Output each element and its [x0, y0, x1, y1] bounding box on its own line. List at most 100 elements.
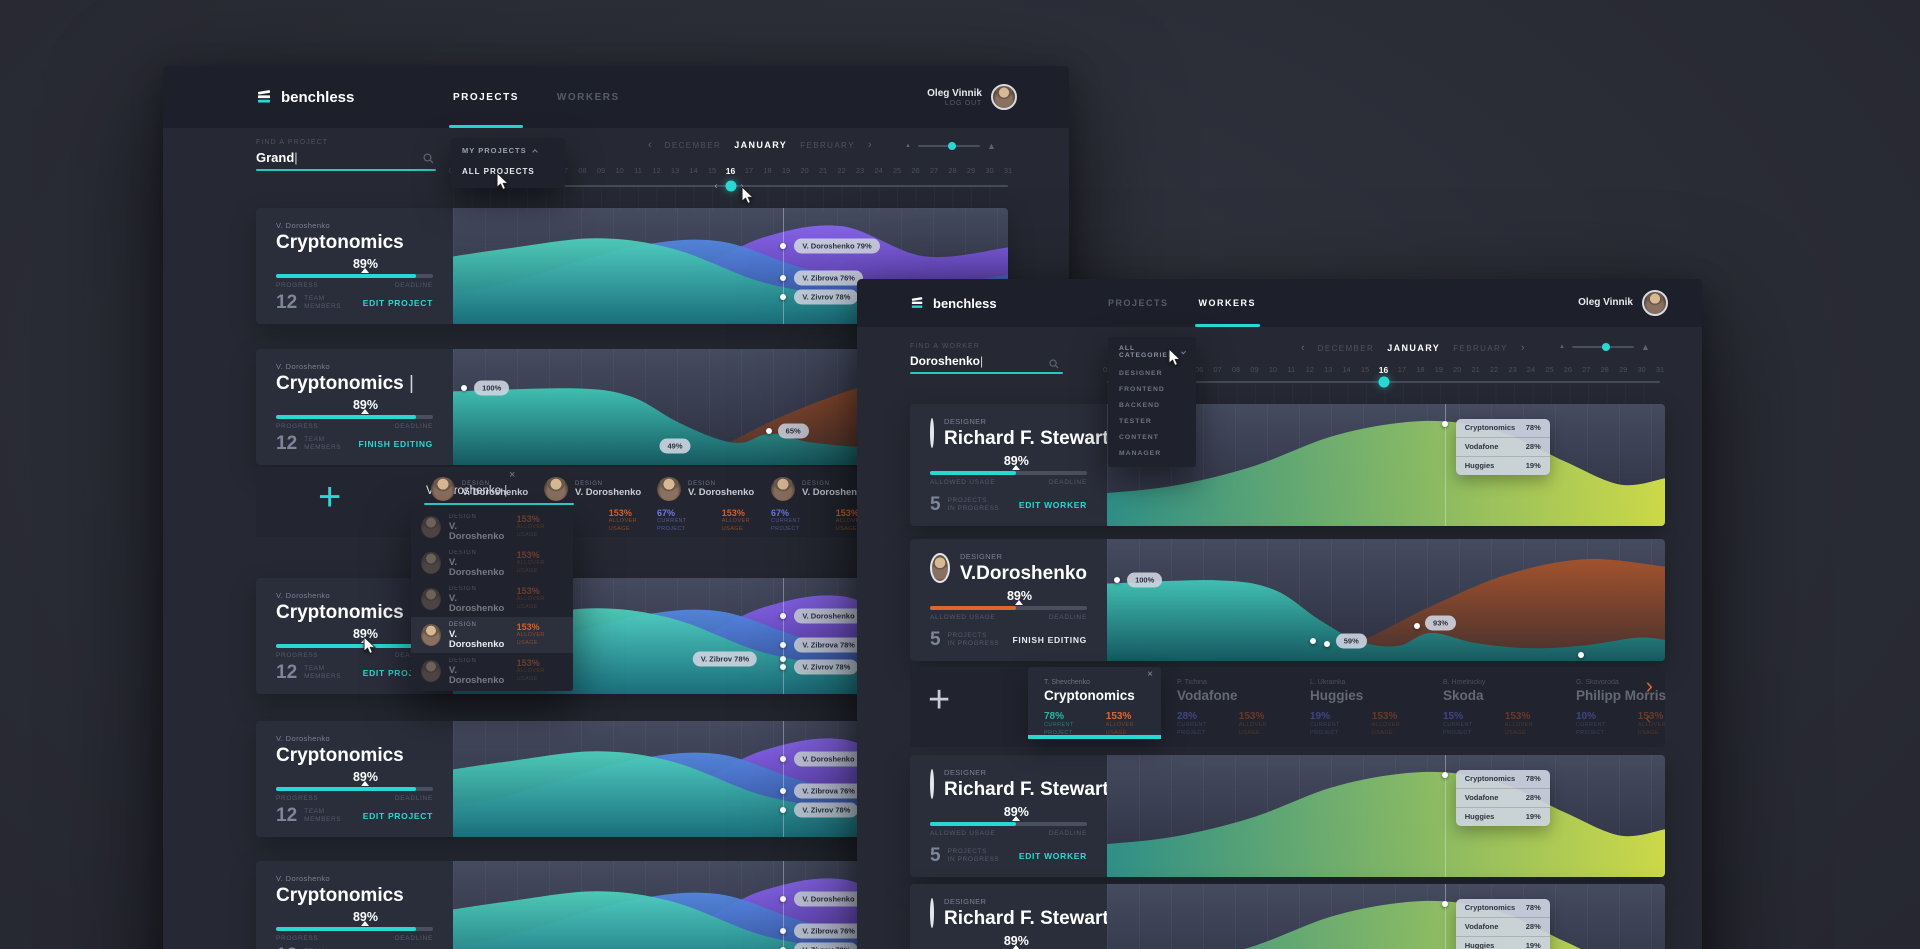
date-tick[interactable]: 14	[689, 166, 698, 175]
date-tick[interactable]: 16	[1378, 365, 1389, 375]
selected-date-handle[interactable]	[725, 180, 736, 192]
prev-projects-arrow[interactable]: ‹	[1645, 708, 1651, 727]
card-action-link[interactable]: EDIT PROJECT	[362, 298, 433, 308]
date-tick[interactable]: 11	[1287, 365, 1296, 374]
date-tick[interactable]: 27	[929, 166, 939, 175]
project-chip[interactable]: × B. Hmelnickiy Skoda 15%CURRENT PROJECT…	[1427, 667, 1560, 737]
date-tick[interactable]: 23	[855, 166, 865, 175]
category-option-frontend[interactable]: FRONTEND	[1119, 385, 1165, 393]
next-month-arrow[interactable]: ›	[867, 139, 872, 151]
tab-workers[interactable]: WORKERS	[1194, 279, 1260, 327]
date-tick[interactable]: 23	[1508, 365, 1517, 374]
find-worker-input[interactable]: Doroshenko|	[910, 354, 984, 368]
date-tick[interactable]: 22	[837, 166, 846, 175]
member-suggestion-item[interactable]: DESIGN V. Doroshenko 153% ALLOVER USAGE	[411, 653, 573, 689]
date-tick[interactable]: 15	[707, 166, 717, 175]
assigned-member-cell[interactable]: DESIGN V. Doroshenko 67%CURRENT PROJECT …	[657, 477, 767, 532]
date-tick[interactable]: 19	[1434, 365, 1443, 374]
scope-option-all-projects[interactable]: ALL PROJECTS	[462, 167, 535, 176]
worker-card[interactable]: DESIGNER Richard F. Stewart 89% ALLOWED …	[910, 755, 1665, 877]
project-chip[interactable]: × T. Shevchenko Cryptonomics 78% CURRENT …	[1028, 667, 1161, 739]
date-tick[interactable]: 29	[966, 166, 976, 175]
member-suggestion-item[interactable]: DESIGN V. Doroshenko 153% ALLOVER USAGE	[411, 545, 573, 581]
tab-workers[interactable]: WORKERS	[556, 91, 620, 103]
date-step-back-icon[interactable]: ‹	[714, 180, 718, 191]
date-tick[interactable]: 08	[1231, 365, 1241, 374]
date-tick[interactable]: 26	[1563, 365, 1572, 374]
month-next[interactable]: FEBRUARY	[800, 140, 855, 150]
user-menu[interactable]: Oleg Vinnik	[1578, 279, 1668, 327]
date-slider[interactable]: ‹ ›	[453, 180, 1008, 192]
month-prev[interactable]: DECEMBER	[664, 140, 722, 150]
card-action-link[interactable]: EDIT PROJECT	[362, 811, 433, 821]
date-tick[interactable]: 22	[1489, 365, 1499, 374]
user-menu[interactable]: Oleg Vinnik LOG OUT	[927, 66, 1017, 128]
add-member-button[interactable]: +	[318, 475, 342, 519]
close-icon[interactable]: ×	[1147, 669, 1153, 680]
month-current[interactable]: JANUARY	[1387, 343, 1441, 353]
date-tick[interactable]: 21	[818, 166, 828, 175]
selected-date-handle[interactable]	[1378, 376, 1389, 388]
card-action-link[interactable]: EDIT WORKER	[1018, 500, 1087, 510]
tab-projects[interactable]: PROJECTS	[1108, 298, 1169, 308]
date-tick[interactable]: 18	[763, 166, 772, 175]
date-tick[interactable]: 30	[985, 166, 994, 175]
card-action-link[interactable]: EDIT WORKER	[1018, 851, 1087, 861]
close-icon[interactable]: ×	[509, 469, 516, 481]
date-tick[interactable]: 20	[1453, 365, 1462, 374]
category-option-tester[interactable]: TESTER	[1119, 417, 1152, 425]
user-avatar[interactable]	[1642, 290, 1668, 316]
date-tick[interactable]: 18	[1416, 365, 1425, 374]
date-slider[interactable]	[1107, 376, 1660, 388]
tab-projects[interactable]: PROJECTS	[449, 66, 523, 128]
assigned-member-cell[interactable]: DESIGN V. Doroshenko 67%CURRENT PROJECT …	[771, 477, 881, 532]
date-tick[interactable]: 09	[1250, 365, 1259, 374]
date-tick[interactable]: 10	[1268, 365, 1278, 374]
member-suggestion-item[interactable]: DESIGN V. Doroshenko 153% ALLOVER USAGE	[411, 617, 573, 653]
date-tick[interactable]: 13	[1324, 365, 1333, 374]
brand-logo[interactable]: benchless	[256, 66, 354, 128]
worker-card[interactable]: DESIGNER Richard F. Stewart 89% ALLOWED …	[910, 884, 1665, 949]
scope-selected[interactable]: ALL CATEGORIES	[1108, 337, 1196, 365]
date-tick[interactable]: 20	[800, 166, 809, 175]
date-tick[interactable]: 14	[1342, 365, 1351, 374]
logout-link[interactable]: LOG OUT	[944, 99, 982, 107]
prev-month-arrow[interactable]: ‹	[1301, 342, 1305, 354]
brand-logo[interactable]: benchless	[910, 279, 997, 327]
scope-selected[interactable]: MY PROJECTS	[451, 138, 565, 161]
date-tick[interactable]: 12	[1305, 365, 1314, 374]
add-project-button[interactable]: +	[928, 679, 951, 721]
find-project-input[interactable]: Grand|	[256, 150, 298, 165]
member-suggestion-item[interactable]: DESIGN V. Doroshenko 153% ALLOVER USAGE	[411, 509, 573, 545]
user-avatar[interactable]	[991, 84, 1017, 110]
project-chip[interactable]: × G. Skovoroda Philipp Morris 10%CURRENT…	[1560, 667, 1693, 737]
next-projects-arrow[interactable]: ›	[1645, 673, 1653, 698]
category-option-backend[interactable]: BACKEND	[1119, 401, 1160, 409]
zoom-handle[interactable]	[1602, 343, 1611, 351]
date-tick[interactable]: 13	[670, 166, 680, 175]
card-action-link[interactable]: FINISH EDITING	[358, 439, 433, 449]
date-tick[interactable]: 26	[911, 166, 920, 175]
zoom-track[interactable]	[917, 142, 980, 150]
date-tick[interactable]: 21	[1471, 365, 1480, 374]
date-tick[interactable]: 10	[615, 166, 624, 175]
date-tick[interactable]: 15	[1360, 365, 1370, 374]
worker-card[interactable]: DESIGNER V.Doroshenko 89% ALLOWED USAGE …	[910, 539, 1665, 661]
date-tick[interactable]: 11	[634, 166, 642, 175]
date-step-forward-icon[interactable]: ›	[740, 180, 744, 191]
date-tick[interactable]: 27	[1582, 365, 1591, 374]
date-tick[interactable]: 24	[1526, 365, 1536, 374]
date-tick[interactable]: 28	[1600, 365, 1609, 374]
date-tick[interactable]: 28	[948, 166, 957, 175]
date-tick[interactable]: 09	[596, 166, 606, 175]
date-tick[interactable]: 30	[1637, 365, 1646, 374]
date-tick[interactable]: 07	[1213, 365, 1222, 374]
worker-card[interactable]: DESIGNER Richard F. Stewart 89% ALLOWED …	[910, 404, 1665, 526]
month-next[interactable]: FEBRUARY	[1453, 343, 1508, 353]
date-tick[interactable]: 16	[725, 166, 736, 176]
date-tick[interactable]: 08	[578, 166, 587, 175]
card-action-link[interactable]: FINISH EDITING	[1012, 635, 1087, 645]
project-chip[interactable]: × L. Ukrainka Huggies 19%CURRENT PROJECT…	[1294, 667, 1427, 737]
date-tick[interactable]: 17	[1397, 365, 1407, 374]
month-current[interactable]: JANUARY	[734, 140, 788, 150]
